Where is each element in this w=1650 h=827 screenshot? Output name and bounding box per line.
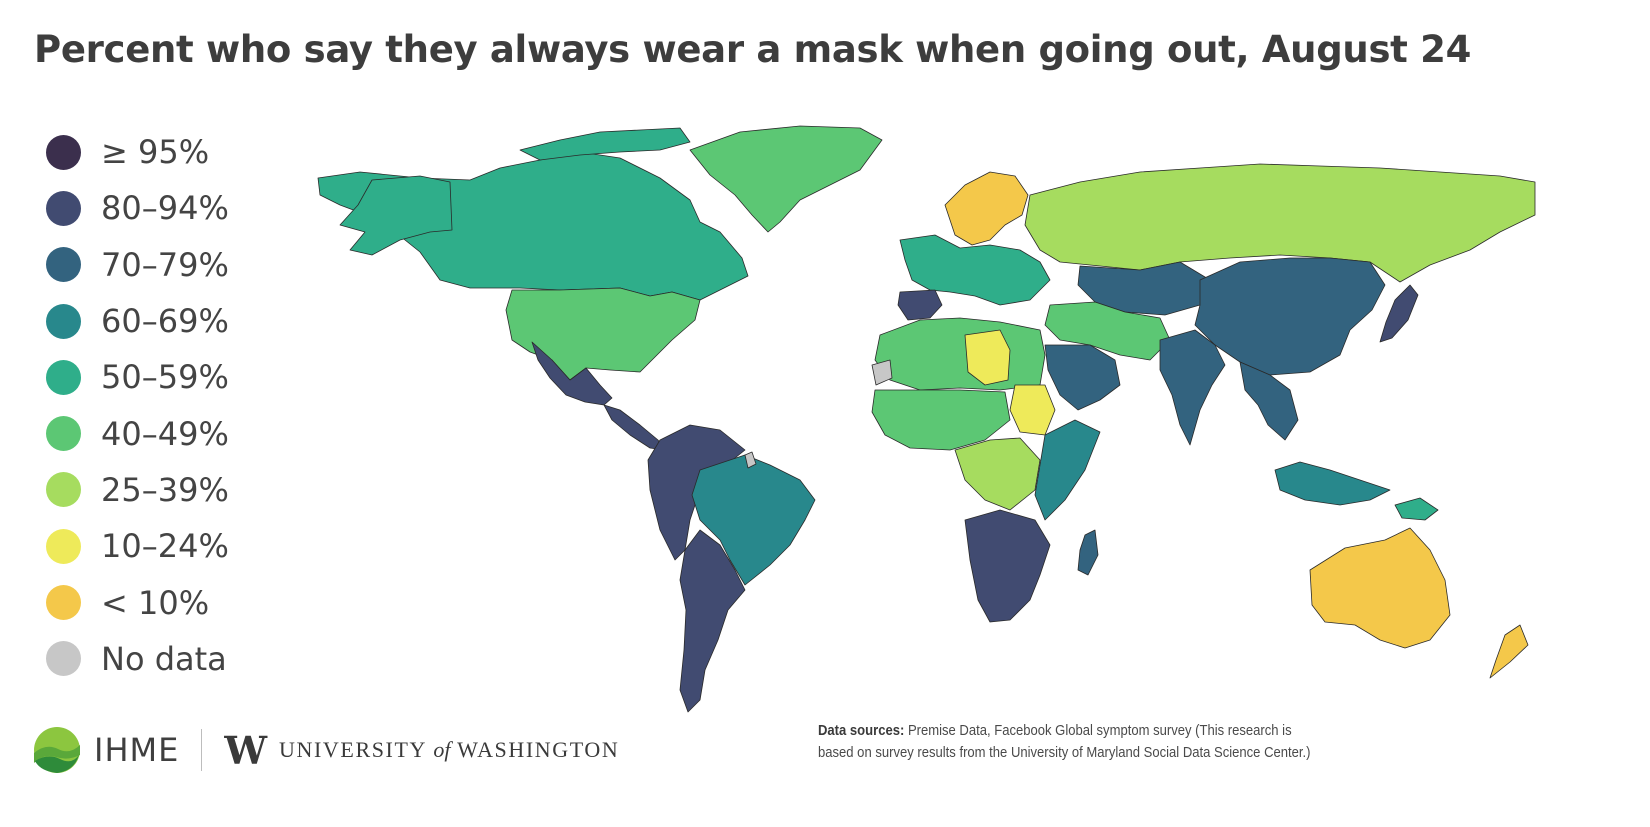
legend-item: 70–79% [46,237,229,293]
legend-swatch [46,359,81,395]
legend-swatch [46,472,81,508]
region-southern-cone [679,529,746,713]
region-japan [1379,284,1419,343]
legend-label: 60–69% [101,302,229,341]
logos: IHME W UNIVERSITY of WASHINGTON [32,722,619,778]
legend-label: 25–39% [101,470,229,509]
region-southern-africa [964,509,1051,623]
map-title: Percent who say they always wear a mask … [34,28,1472,71]
region-png [1394,497,1439,521]
legend-label: 50–59% [101,358,229,397]
data-sources-label: Data sources: [818,723,905,739]
legend-swatch [46,416,81,452]
legend-swatch [46,641,81,677]
region-libya [964,329,1011,386]
legend-swatch [46,134,81,170]
region-central-africa [954,437,1041,511]
legend-swatch [46,585,81,621]
legend-label: 80–94% [101,189,229,228]
legend-label: No data [101,639,227,678]
legend-item: 25–39% [46,462,229,518]
uw-logo-text: UNIVERSITY of WASHINGTON [279,737,619,763]
legend-swatch [46,190,81,226]
logo-divider [201,729,203,771]
legend-item: 10–24% [46,518,229,574]
region-western-europe [899,234,1051,306]
legend-label: 10–24% [101,527,229,566]
region-greenland [689,125,883,233]
region-north-africa [874,317,1046,391]
region-russia [1024,163,1536,283]
legend-swatch [46,247,81,283]
legend-swatch [46,528,81,564]
legend-item: 80–94% [46,180,229,236]
ihme-logo-icon [34,727,80,773]
region-spain [897,289,943,321]
legend: ≥ 95% 80–94% 70–79% 60–69% 50–59% 40–49%… [46,124,229,687]
legend-label: ≥ 95% [101,133,210,172]
legend-item: ≥ 95% [46,124,229,180]
region-west-africa [871,389,1011,451]
region-new-zealand [1489,624,1529,679]
region-madagascar [1077,529,1099,576]
uw-logo-mark: W [224,727,268,773]
region-middle-east [1044,301,1171,361]
region-united-states [505,287,701,381]
region-australia [1309,527,1451,649]
uw-logo-text-of: of [433,737,451,762]
region-western-sahara [871,359,893,386]
region-china [1194,257,1386,376]
region-east-africa [1034,419,1101,521]
ihme-logo-text: IHME [94,731,180,769]
region-southeast-asia [1239,361,1299,441]
region-french-guiana [744,451,757,469]
data-sources-text: Premise Data, Facebook Global symptom su… [818,723,1311,761]
region-canada-arctic [519,127,691,161]
legend-label: < 10% [101,583,210,622]
world-map [317,125,1536,713]
region-central-asia [1077,261,1211,316]
legend-item: 50–59% [46,349,229,405]
region-mexico [531,341,613,406]
region-india [1159,329,1226,446]
region-alaska [339,175,453,256]
legend-item: No data [46,631,229,687]
legend-label: 40–49% [101,414,229,453]
region-saudi-arabia [1044,344,1121,411]
legend-item: < 10% [46,574,229,630]
region-indonesia [1274,461,1391,506]
region-nordic [944,171,1029,246]
region-sudan [1009,384,1056,436]
legend-label: 70–79% [101,245,229,284]
legend-item: 60–69% [46,293,229,349]
uw-logo-text-part2: WASHINGTON [457,737,620,762]
uw-logo-text-part1: UNIVERSITY [279,737,427,762]
data-sources-note: Data sources: Premise Data, Facebook Glo… [818,720,1322,764]
legend-item: 40–49% [46,405,229,461]
region-central-america [603,404,665,451]
legend-swatch [46,303,81,339]
region-brazil [691,454,816,586]
